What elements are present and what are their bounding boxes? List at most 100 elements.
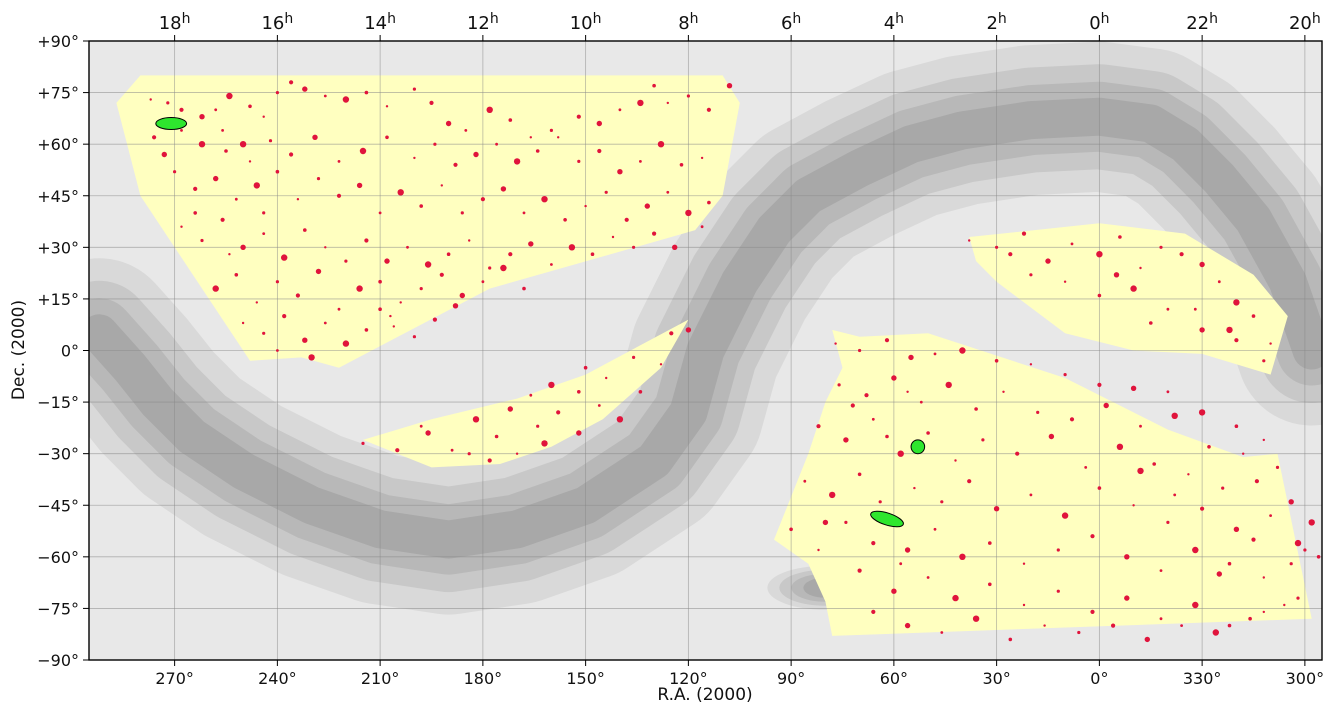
data-point xyxy=(467,452,471,456)
data-point xyxy=(816,424,821,429)
data-point xyxy=(904,547,911,553)
data-point xyxy=(1227,623,1232,628)
data-point xyxy=(315,268,322,275)
data-point xyxy=(576,430,582,436)
data-point xyxy=(1262,610,1266,614)
top-tick-label: 16h xyxy=(261,11,293,34)
data-point xyxy=(556,410,561,415)
y-tick-label: −60° xyxy=(37,548,79,567)
data-point xyxy=(384,258,390,264)
data-point xyxy=(1166,520,1170,525)
data-point xyxy=(378,307,382,312)
x-tick-label: 180° xyxy=(464,669,503,688)
data-point xyxy=(1159,617,1163,621)
data-point xyxy=(685,209,692,217)
data-point xyxy=(584,204,587,208)
y-axis-label: Dec. (2000) xyxy=(9,300,29,400)
data-point xyxy=(198,141,206,148)
data-point xyxy=(1077,630,1081,635)
top-tick-label: 0h xyxy=(1089,11,1109,34)
data-point xyxy=(337,160,341,163)
data-point xyxy=(844,520,848,525)
data-point xyxy=(1192,546,1199,554)
y-tick-label: −45° xyxy=(37,496,79,515)
data-point xyxy=(248,160,252,163)
top-tick-label: 12h xyxy=(467,11,499,34)
data-point xyxy=(611,235,615,239)
data-point xyxy=(1275,465,1280,469)
data-point xyxy=(439,272,444,277)
data-point xyxy=(993,506,1000,512)
data-point xyxy=(228,253,231,256)
data-point xyxy=(726,83,733,89)
data-point xyxy=(1251,537,1256,542)
data-point xyxy=(1118,235,1122,239)
data-point xyxy=(1199,327,1205,333)
data-point xyxy=(1193,307,1197,311)
top-tick-hours: 16 xyxy=(261,13,284,34)
footprint-north xyxy=(116,75,740,368)
top-tick-label: 22h xyxy=(1186,11,1218,34)
data-point xyxy=(1269,342,1272,345)
data-point xyxy=(282,314,287,319)
data-point xyxy=(871,417,875,421)
top-tick-label: 4h xyxy=(884,11,904,34)
top-tick-unit: h xyxy=(998,11,1007,27)
data-point xyxy=(378,211,382,215)
data-point xyxy=(364,238,369,243)
data-point xyxy=(312,134,318,140)
x-tick-label: 270° xyxy=(155,669,194,688)
data-point xyxy=(1149,321,1153,325)
top-tick-label: 10h xyxy=(570,11,602,34)
x-tick-labels: 270° 240° 210° 180° 150° 120° 90° 60° 30° 0° 330° 3… xyxy=(155,669,1324,688)
milky-way-bands xyxy=(89,41,1322,615)
data-point xyxy=(253,182,260,189)
data-point xyxy=(224,149,228,153)
data-point xyxy=(425,430,431,436)
x-tick-label: 60° xyxy=(880,669,908,688)
top-tick-unit: h xyxy=(284,11,293,27)
data-point xyxy=(952,594,959,602)
data-point xyxy=(1096,251,1103,258)
top-tick-unit: h xyxy=(387,11,396,27)
top-tick-hours: 0 xyxy=(1089,13,1100,34)
top-tick-hours: 4 xyxy=(884,13,895,34)
data-point xyxy=(1200,506,1205,511)
data-point xyxy=(336,193,342,198)
y-tick-label: −30° xyxy=(37,445,79,464)
data-point xyxy=(529,393,533,397)
data-point xyxy=(1048,433,1055,440)
data-point xyxy=(638,390,643,394)
data-point xyxy=(389,314,392,318)
data-point xyxy=(221,129,225,132)
top-tick-labels: 18h 16h 14h 12h 10h 8h 6h 4h 2h 0h 22h 20h xyxy=(159,11,1321,34)
data-point xyxy=(473,151,479,158)
data-point xyxy=(1029,363,1033,366)
x-tick-label: 300° xyxy=(1286,669,1325,688)
data-point xyxy=(529,136,532,139)
data-point xyxy=(1137,467,1144,475)
y-tick-label: −15° xyxy=(37,393,79,412)
data-point xyxy=(1166,390,1170,394)
data-point xyxy=(1308,519,1315,526)
data-point xyxy=(1226,326,1233,334)
data-point xyxy=(1221,486,1225,490)
data-point xyxy=(657,141,665,148)
gridlines xyxy=(89,41,1322,660)
data-point xyxy=(289,80,294,85)
data-point xyxy=(193,211,197,215)
data-point xyxy=(149,98,152,101)
data-point xyxy=(1212,629,1220,636)
data-point xyxy=(803,479,807,483)
data-point xyxy=(361,441,365,445)
data-point xyxy=(1242,452,1245,455)
data-point xyxy=(1029,273,1033,277)
top-tick-label: 6h xyxy=(781,11,801,34)
data-point xyxy=(822,519,829,526)
footprint-equatorial xyxy=(363,319,689,468)
data-point xyxy=(180,129,183,132)
data-point xyxy=(639,160,642,163)
data-point xyxy=(180,225,183,228)
data-point xyxy=(1130,285,1137,292)
data-point xyxy=(1262,359,1266,363)
